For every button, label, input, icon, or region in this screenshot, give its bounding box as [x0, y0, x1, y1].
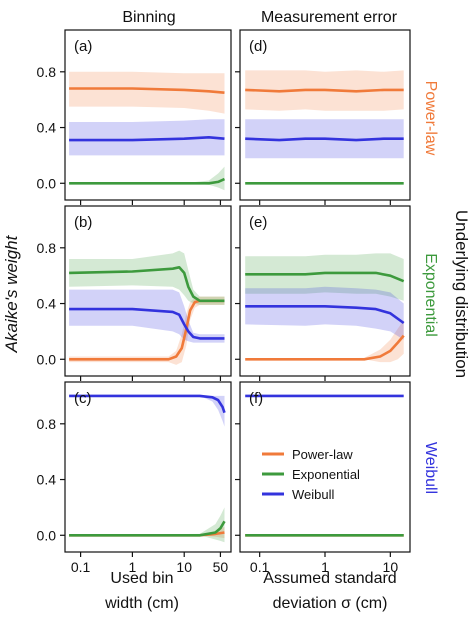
band-exponential — [245, 253, 404, 301]
panel-label: (f) — [249, 390, 263, 407]
panel-a: 0.0 0.4 0.8 (a) — [37, 29, 232, 205]
legend-label-power-law: Power-law — [292, 447, 353, 462]
y-tick-label: 0.8 — [37, 240, 57, 256]
y-tick-label: 0.0 — [37, 175, 57, 191]
x-tick-label: 50 — [213, 559, 229, 575]
panel-c-lines — [69, 394, 226, 537]
legend: Power-law Exponential Weibull — [262, 447, 360, 502]
panel-label: (b) — [74, 214, 92, 231]
band-weibull — [245, 286, 404, 340]
series-line-power-law — [69, 87, 225, 94]
series-line-exponential — [69, 520, 226, 537]
series-line-weibull — [69, 136, 225, 142]
series-line-power-law — [245, 334, 405, 361]
band-power-law — [69, 71, 225, 114]
panel-a-lines — [69, 87, 226, 185]
panel-c-bands — [69, 395, 225, 543]
series-line-weibull — [245, 304, 405, 325]
panel-b-frame — [64, 205, 232, 377]
panels-group: 0.0 0.4 0.8 (a) 0.0 0.4 0.8 (b) 0.0 0.4 0.8 0.1 1 10 5… — [37, 29, 411, 575]
y-tick-label: 0.4 — [37, 296, 57, 312]
band-power-law — [245, 320, 404, 363]
band-exponential — [69, 507, 225, 543]
band-exponential — [69, 166, 225, 191]
column-title-binning: Binning — [122, 9, 175, 26]
xlabel-error-line2: deviation σ (cm) — [273, 595, 388, 612]
panel-d-lines — [245, 88, 404, 185]
panel-d-bands — [245, 70, 404, 159]
panel-label: (e) — [249, 214, 267, 231]
right-axis-label: Underlying distribution — [452, 210, 471, 378]
y-tick-label: 0.8 — [37, 416, 57, 432]
panel-f-lines — [245, 394, 404, 537]
panel-label: (d) — [249, 38, 267, 55]
panel-d-frame — [239, 29, 411, 201]
band-weibull — [69, 395, 225, 427]
row-label-weibull: Weibull — [422, 442, 439, 494]
panel-e-lines — [245, 271, 405, 361]
panel-f-bands — [245, 396, 404, 535]
panel-a-frame — [64, 29, 232, 201]
panel-label: (c) — [74, 390, 92, 407]
y-tick-label: 0.0 — [37, 527, 57, 543]
panel-e: (e) — [235, 205, 411, 381]
band-power-law — [69, 296, 225, 365]
column-title-measurement-error: Measurement error — [261, 9, 398, 26]
band-exponential — [69, 250, 225, 305]
x-tick-label: 1 — [321, 559, 329, 575]
panel-d: (d) — [235, 29, 411, 205]
y-tick-label: 0.8 — [37, 64, 57, 80]
series-line-weibull — [69, 307, 225, 340]
xlabel-error-line1: Assumed standard — [263, 570, 396, 587]
panel-f: 0.1 1 10 (f) — [235, 381, 411, 575]
panel-label: (a) — [74, 38, 92, 55]
series-line-exponential — [245, 271, 405, 283]
x-tick-label: 10 — [383, 559, 399, 575]
series-line-weibull — [245, 137, 404, 142]
panel-a-bands — [69, 71, 225, 191]
panel-c-frame — [64, 381, 232, 553]
series-line-exponential — [69, 265, 225, 303]
x-tick-label: 10 — [176, 559, 192, 575]
series-line-weibull — [69, 394, 226, 414]
panel-e-bands — [245, 253, 404, 363]
x-tick-label: 0.1 — [250, 559, 270, 575]
y-tick-label: 0.0 — [37, 351, 57, 367]
y-tick-label: 0.4 — [37, 120, 57, 136]
legend-label-weibull: Weibull — [292, 487, 335, 502]
xlabel-binning-line1: Used bin — [110, 570, 173, 587]
y-axis-label: Akaike's weight — [2, 234, 21, 353]
legend-label-exponential: Exponential — [292, 467, 360, 482]
x-tick-label: 0.1 — [71, 559, 91, 575]
band-weibull — [69, 119, 225, 156]
row-label-power-law: Power-law — [422, 81, 439, 156]
panel-b: 0.0 0.4 0.8 (b) — [37, 205, 232, 381]
panel-b-lines — [69, 265, 225, 361]
series-line-power-law — [245, 88, 404, 93]
series-line-exponential — [69, 177, 226, 185]
x-tick-label: 1 — [129, 559, 137, 575]
panel-b-bands — [69, 250, 225, 365]
panel-c: 0.0 0.4 0.8 0.1 1 10 50 (c) — [37, 381, 232, 575]
y-tick-label: 0.4 — [37, 472, 57, 488]
xlabel-binning-line2: width (cm) — [104, 595, 179, 612]
row-label-exponential: Exponential — [422, 253, 439, 337]
